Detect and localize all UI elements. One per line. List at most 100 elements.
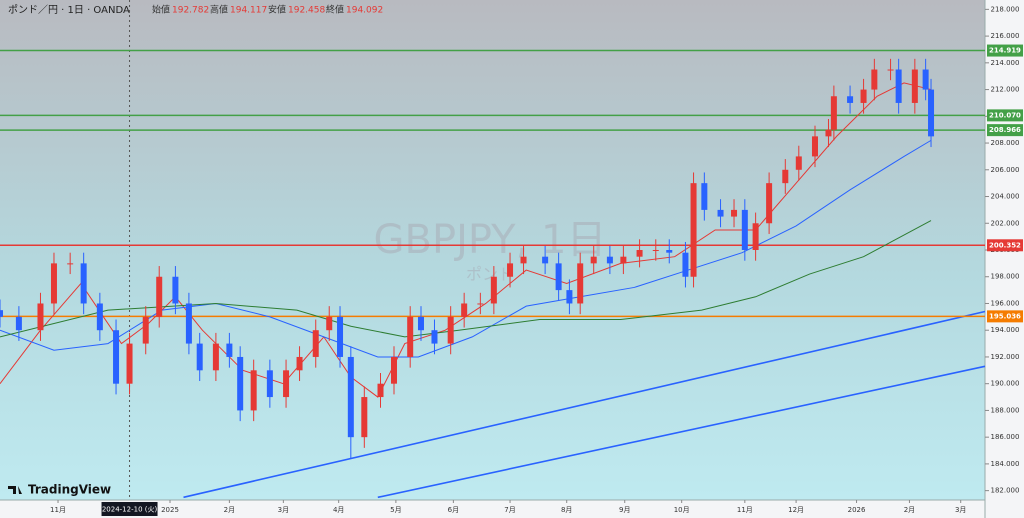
y-tick-label: 202.000: [991, 219, 1020, 227]
level-label: 195.036: [989, 312, 1021, 320]
candle-body: [212, 343, 219, 371]
candle-body: [461, 303, 468, 317]
moving-average: [0, 82, 932, 398]
candle-body: [652, 250, 659, 251]
candle-body: [312, 330, 319, 357]
candle-body: [347, 356, 354, 438]
y-tick-label: 198.000: [991, 273, 1020, 281]
candle-body: [717, 209, 724, 217]
level-label-bg: [987, 109, 1023, 122]
y-tick-label: 216.000: [991, 32, 1020, 40]
y-tick-label: 206.000: [991, 166, 1020, 174]
candle-body: [391, 356, 397, 384]
candle-body: [50, 263, 57, 304]
candle-body: [361, 397, 368, 438]
candle-body: [250, 370, 257, 411]
y-tick-label: 182.000: [991, 487, 1020, 495]
price-axis-bg: [985, 0, 1024, 518]
candle-body: [172, 276, 179, 304]
watermark: GBPJPY, 1日: [374, 217, 607, 263]
y-tick-label: 188.000: [991, 406, 1020, 414]
y-tick-label: 184.000: [991, 460, 1020, 468]
candle-body: [326, 316, 333, 331]
candle-body: [795, 156, 802, 170]
watermark-sub: ポンド: [466, 265, 514, 284]
candle-body: [782, 169, 789, 184]
level-label-bg: [987, 44, 1023, 57]
candle-body: [928, 89, 935, 137]
x-tick-label: 7月: [504, 506, 515, 514]
moving-average: [0, 220, 932, 338]
candle-body: [113, 330, 120, 384]
x-tick-label: 11月: [737, 506, 753, 514]
candle-body: [96, 303, 103, 331]
candle-body: [67, 263, 74, 265]
x-tick-label: 5月: [390, 506, 401, 514]
time-axis-bg: [0, 500, 985, 518]
x-tick-label: 3月: [278, 506, 289, 514]
ohlc-legend: 始値 192.782 高値 194.117 安値 192.458 終値 194.092: [152, 4, 383, 16]
candle-body: [337, 316, 344, 357]
crosshair-label: 2024-12-10 (火): [102, 506, 158, 514]
candle-body: [266, 370, 273, 398]
candle-body: [37, 303, 44, 331]
legend-value: 194.117: [230, 6, 267, 16]
legend-label: 終値: [326, 4, 344, 16]
candle-body: [377, 383, 384, 398]
x-tick-label: 3月: [955, 506, 966, 514]
brand: TradingView: [28, 483, 111, 497]
legend-value: 192.782: [172, 6, 209, 16]
level-label-bg: [987, 310, 1023, 323]
x-tick-label: 2025: [161, 506, 179, 514]
legend-label: 高値: [210, 4, 228, 16]
level-label-bg: [987, 124, 1023, 137]
candle-body: [566, 290, 573, 304]
candle-body: [887, 69, 894, 71]
x-tick-label: 4月: [333, 506, 344, 514]
plot-bg: [0, 0, 985, 500]
candle-body: [701, 183, 708, 210]
candle-body: [636, 250, 643, 257]
candle-body: [477, 303, 484, 305]
level-label: 210.070: [989, 111, 1021, 119]
candle-body: [226, 343, 233, 357]
trendline: [377, 365, 986, 499]
y-tick-label: 192.000: [991, 353, 1020, 361]
candle-body: [847, 96, 854, 103]
y-tick-label: 196.000: [991, 299, 1020, 307]
level-label-bg: [987, 239, 1023, 252]
candle-body: [80, 263, 87, 304]
y-tick-label: 190.000: [991, 380, 1020, 388]
candle-body: [126, 343, 133, 384]
candle-body: [507, 263, 514, 277]
legend-value: 194.092: [346, 6, 383, 16]
candle-body: [555, 263, 562, 291]
candle-body: [830, 96, 837, 130]
candle-body: [606, 256, 613, 264]
candle-body: [666, 250, 673, 253]
x-tick-label: 11月: [50, 506, 66, 514]
candle-body: [447, 316, 454, 344]
candle-body: [542, 256, 549, 264]
y-tick-label: 212.000: [991, 86, 1020, 94]
candle-body: [15, 316, 22, 331]
level-label: 200.352: [989, 241, 1021, 249]
candle-body: [296, 356, 303, 371]
candle-body: [0, 310, 3, 317]
plot: [0, 0, 986, 500]
level-label: 208.966: [989, 126, 1021, 134]
x-tick-label: 10月: [674, 506, 690, 514]
y-tick-label: 214.000: [991, 59, 1020, 67]
brand-logo: [8, 486, 22, 494]
candle-body: [911, 69, 918, 103]
legend-label: 安値: [268, 4, 286, 16]
legend-label: 始値: [152, 4, 170, 16]
level-label: 214.919: [989, 47, 1021, 55]
candle-body: [860, 89, 867, 103]
candle-body: [620, 256, 627, 264]
x-tick-label: 2026: [848, 506, 866, 514]
candle-body: [283, 370, 290, 398]
candle-body: [752, 223, 759, 250]
